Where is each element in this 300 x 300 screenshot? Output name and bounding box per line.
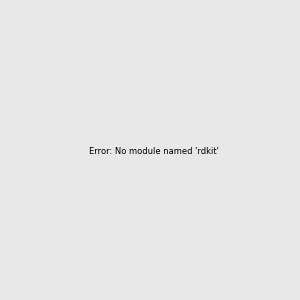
Text: Error: No module named 'rdkit': Error: No module named 'rdkit' [89,147,219,156]
